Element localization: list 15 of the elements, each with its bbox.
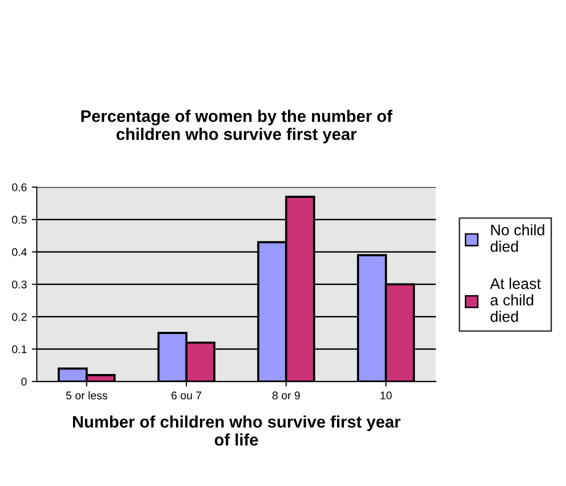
- y-tick-label: 0.4: [12, 248, 27, 256]
- y-tick-label: 0.5: [12, 216, 27, 224]
- y-tick-label: 0.6: [12, 183, 27, 192]
- x-axis-title: Number of children who survive first year of life: [73, 415, 400, 446]
- x-tick-label: 5 or less: [66, 391, 108, 400]
- y-tick-label: 0: [21, 378, 27, 386]
- y-tick-label: 0.1: [12, 345, 27, 354]
- x-tick-label: 8 or 9: [272, 392, 300, 400]
- legend-label: At least a child died: [490, 278, 541, 322]
- legend-label: No child died: [490, 224, 544, 252]
- chart-title: Percentage of women by the number of children who survive first year: [81, 110, 392, 144]
- x-tick-label: 10: [380, 392, 392, 400]
- x-tick-label: 6 ou 7: [172, 392, 202, 400]
- y-tick-label: 0.2: [12, 312, 27, 321]
- y-tick-label: 0.3: [12, 280, 27, 288]
